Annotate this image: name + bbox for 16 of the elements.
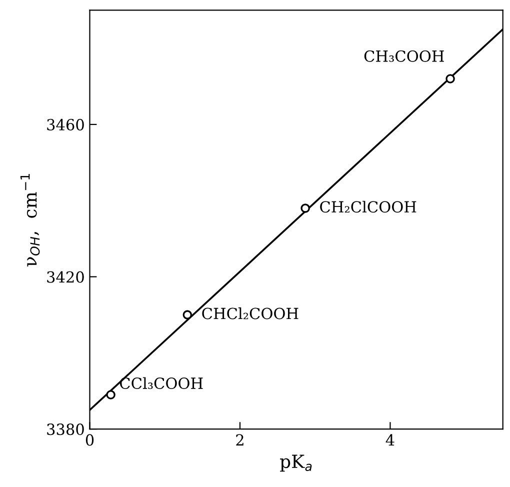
point xyxy=(300,204,310,213)
x-axis-title: pK$_{a}$ xyxy=(280,454,312,472)
x-tick-label: 4 xyxy=(386,434,394,446)
x-tick-label: 0 xyxy=(86,434,94,446)
y-tick-label: 3460 xyxy=(47,118,84,130)
annotation: CCl₃COOH xyxy=(120,377,203,390)
point xyxy=(182,310,192,320)
point xyxy=(446,74,455,84)
y-tick-label: 3420 xyxy=(47,271,84,283)
y-axis-title: ν$_{OH}$, cm$^{−1}$ xyxy=(20,174,40,266)
annotation: CHCl₂COOH xyxy=(202,307,298,320)
annotation: CH₃COOH xyxy=(364,50,444,62)
annotation: CH₂ClCOOH xyxy=(320,200,416,213)
y-tick-label: 3380 xyxy=(47,424,84,436)
x-tick-label: 2 xyxy=(236,434,244,446)
point xyxy=(106,390,116,400)
